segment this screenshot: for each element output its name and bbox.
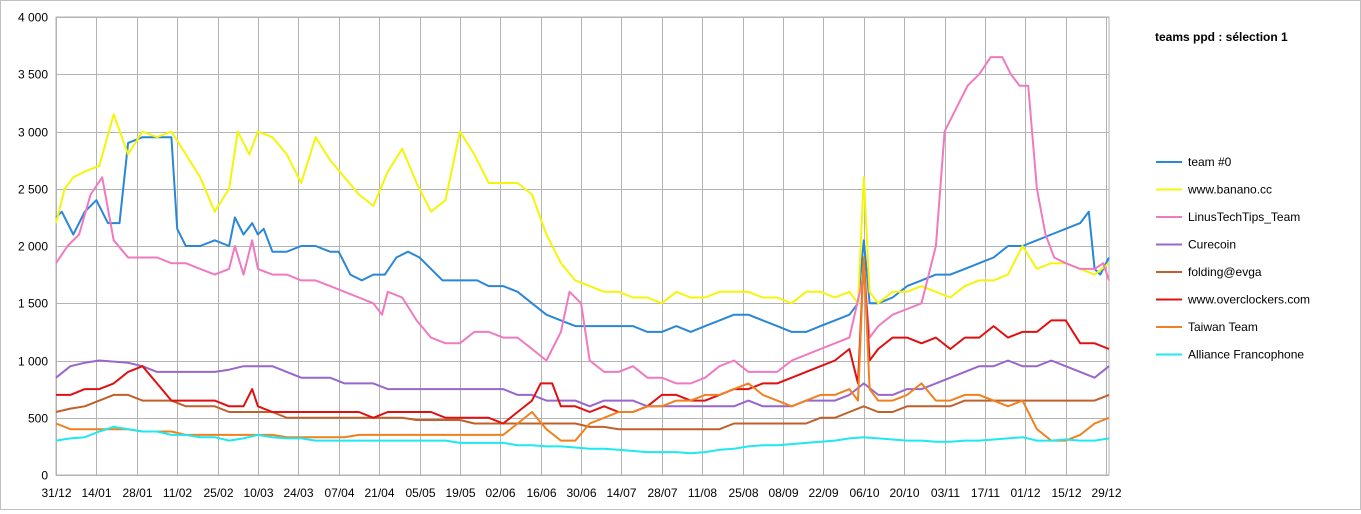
legend-label-5: www.overclockers.com — [1187, 293, 1310, 307]
x-tick-label: 16/06 — [526, 486, 556, 500]
y-tick-label: 0 — [41, 469, 48, 483]
legend-label-3: Curecoin — [1188, 238, 1236, 252]
grid-lines — [55, 16, 1110, 476]
legend-label-0: team #0 — [1188, 155, 1232, 169]
series-lines — [55, 56, 1110, 455]
x-tick-label: 25/02 — [203, 486, 233, 500]
x-tick-label: 28/01 — [122, 486, 152, 500]
x-tick-label: 29/12 — [1091, 486, 1121, 500]
y-tick-label: 4 000 — [18, 11, 48, 25]
y-tick-label: 1 500 — [18, 297, 48, 311]
series-line-2 — [55, 56, 1110, 385]
x-tick-label: 25/08 — [728, 486, 758, 500]
y-tick-label: 500 — [28, 412, 48, 426]
x-tick-label: 17/11 — [971, 486, 1000, 500]
y-tick-label: 2 000 — [18, 240, 48, 254]
x-tick-label: 31/12 — [41, 486, 71, 500]
x-tick-label: 05/05 — [405, 486, 435, 500]
x-tick-label: 14/07 — [606, 486, 636, 500]
x-tick-label: 22/09 — [808, 486, 838, 500]
x-tick-label: 28/07 — [647, 486, 677, 500]
x-tick-label: 08/09 — [768, 486, 798, 500]
legend-label-2: LinusTechTips_Team — [1188, 210, 1300, 224]
legend-label-1: www.banano.cc — [1187, 183, 1272, 197]
series-line-0 — [55, 136, 1110, 333]
legend: team #0 www.banano.cc LinusTechTips_Team Cu… — [1156, 155, 1310, 362]
series-line-4 — [55, 393, 1110, 431]
x-tick-label: 03/11 — [931, 486, 960, 500]
y-tick-label: 3 500 — [18, 68, 48, 82]
x-tick-label: 24/03 — [283, 486, 313, 500]
series-line-7 — [55, 425, 1110, 455]
x-tick-label: 30/06 — [566, 486, 596, 500]
x-tick-label: 06/10 — [849, 486, 879, 500]
x-tick-label: 07/04 — [324, 486, 354, 500]
x-tick-label: 14/01 — [81, 486, 111, 500]
series-line-5 — [56, 256, 1110, 425]
series-line-6 — [55, 256, 1110, 442]
x-tick-label: 20/10 — [889, 486, 919, 500]
chart-title: teams ppd : sélection 1 — [1155, 30, 1288, 44]
x-tick-label: 01/12 — [1010, 486, 1040, 500]
x-tick-label: 11/08 — [688, 486, 717, 500]
y-tick-label: 1 000 — [18, 355, 48, 369]
series-line-3 — [55, 359, 1110, 408]
y-axis-ticks: 0 500 1 000 1 500 2 000 2 500 3 000 3 500 4 000 — [18, 11, 48, 483]
x-tick-label: 11/02 — [163, 486, 192, 500]
legend-label-4: folding@evga — [1188, 265, 1262, 279]
x-tick-label: 19/05 — [445, 486, 475, 500]
series-line-1 — [55, 113, 1110, 305]
x-tick-label: 10/03 — [243, 486, 273, 500]
legend-label-7: Alliance Francophone — [1188, 348, 1304, 362]
x-tick-label: 21/04 — [364, 486, 394, 500]
x-tick-label: 02/06 — [485, 486, 515, 500]
x-tick-label: 15/12 — [1051, 486, 1081, 500]
y-tick-label: 3 000 — [18, 126, 48, 140]
legend-label-6: Taiwan Team — [1188, 320, 1258, 334]
y-tick-label: 2 500 — [18, 183, 48, 197]
x-axis-ticks: 31/12 14/01 28/01 11/02 25/02 10/03 24/03 07/04… — [41, 486, 1121, 500]
